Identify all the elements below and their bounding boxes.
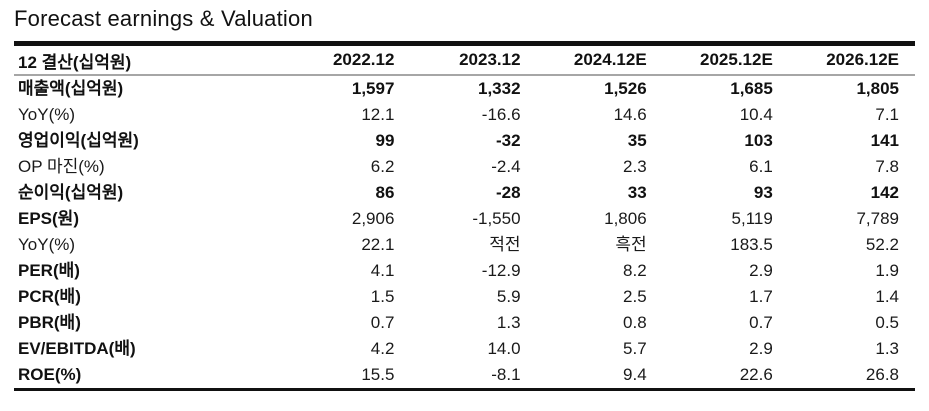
row-label: ROE(%)	[18, 365, 82, 384]
cell-value: 86	[375, 183, 395, 202]
cell-value: 1.7	[749, 287, 773, 306]
cell-value: 2.5	[623, 287, 647, 306]
header-metric-label: 12 결산(십억원)	[14, 43, 285, 76]
table-header-row: 12 결산(십억원) 2022.12 2023.12 2024.12E 2025…	[14, 43, 915, 76]
cell-value: 1,597	[351, 79, 395, 98]
row-label: 영업이익(십억원)	[18, 131, 139, 150]
cell-value: 1,332	[478, 79, 521, 98]
cell-value: 7,789	[856, 209, 899, 228]
cell-value: 적전	[489, 235, 521, 254]
table-row: ROE(%) 15.5 -8.1 9.4 22.6 26.8	[14, 362, 915, 390]
table-row: 매출액(십억원) 1,597 1,332 1,526 1,685 1,805	[14, 75, 915, 102]
row-label: YoY(%)	[18, 235, 76, 254]
cell-value: 4.1	[370, 261, 395, 280]
cell-value: 1.3	[496, 313, 521, 332]
cell-value: 1,526	[604, 79, 647, 98]
cell-value: 5.9	[496, 287, 521, 306]
header-col-2022-12: 2022.12	[284, 43, 411, 76]
row-label: EV/EBITDA(배)	[18, 339, 136, 358]
cell-value: 14.0	[487, 339, 521, 358]
cell-value: -28	[495, 183, 521, 202]
table-row: OP 마진(%) 6.2 -2.4 2.3 6.1 7.8	[14, 154, 915, 180]
header-col-2024-12e: 2024.12E	[536, 43, 663, 76]
header-col-2026-12e: 2026.12E	[788, 43, 915, 76]
cell-value: 103	[744, 131, 773, 150]
report-page: Forecast earnings & Valuation 12 결산(십억원)…	[14, 6, 915, 391]
cell-value: 99	[375, 131, 395, 150]
cell-value: 0.7	[749, 313, 773, 332]
cell-value: 6.2	[370, 157, 395, 176]
cell-value: 15.5	[361, 365, 395, 384]
table-row: 영업이익(십억원) 99 -32 35 103 141	[14, 128, 915, 154]
cell-value: 2,906	[351, 209, 395, 228]
cell-value: 1.4	[875, 287, 899, 306]
table-row: PER(배) 4.1 -12.9 8.2 2.9 1.9	[14, 258, 915, 284]
row-label: OP 마진(%)	[18, 157, 105, 176]
table-row: YoY(%) 22.1 적전 흑전 183.5 52.2	[14, 232, 915, 258]
table-row: EPS(원) 2,906 -1,550 1,806 5,119 7,789	[14, 206, 915, 232]
cell-value: 142	[870, 183, 899, 202]
cell-value: -16.6	[481, 105, 521, 124]
cell-value: 4.2	[370, 339, 395, 358]
cell-value: 1.9	[875, 261, 899, 280]
cell-value: 9.4	[623, 365, 647, 384]
cell-value: 93	[753, 183, 773, 202]
table-row: YoY(%) 12.1 -16.6 14.6 10.4 7.1	[14, 102, 915, 128]
cell-value: 141	[870, 131, 899, 150]
row-label: YoY(%)	[18, 105, 76, 124]
page-title: Forecast earnings & Valuation	[14, 6, 313, 31]
table-row: EV/EBITDA(배) 4.2 14.0 5.7 2.9 1.3	[14, 336, 915, 362]
row-label: PBR(배)	[18, 313, 81, 332]
cell-value: 8.2	[623, 261, 647, 280]
cell-value: 1,685	[730, 79, 773, 98]
cell-value: 5,119	[731, 209, 773, 228]
cell-value: 14.6	[613, 105, 647, 124]
row-label: EPS(원)	[18, 209, 79, 228]
cell-value: -12.9	[481, 261, 521, 280]
cell-value: 2.9	[749, 261, 773, 280]
row-label: 순이익(십억원)	[18, 183, 124, 202]
table-row: 순이익(십억원) 86 -28 33 93 142	[14, 180, 915, 206]
cell-value: -1,550	[472, 209, 521, 228]
cell-value: 7.1	[875, 105, 899, 124]
header-col-2025-12e: 2025.12E	[662, 43, 789, 76]
cell-value: 흑전	[615, 235, 647, 254]
cell-value: 0.8	[623, 313, 647, 332]
cell-value: 7.8	[875, 157, 899, 176]
cell-value: 52.2	[865, 235, 899, 254]
cell-value: -2.4	[491, 157, 521, 176]
cell-value: 22.1	[361, 235, 395, 254]
earnings-valuation-table: 12 결산(십억원) 2022.12 2023.12 2024.12E 2025…	[14, 41, 915, 391]
cell-value: -8.1	[491, 365, 521, 384]
table-row: PCR(배) 1.5 5.9 2.5 1.7 1.4	[14, 284, 915, 310]
cell-value: 12.1	[361, 105, 395, 124]
cell-value: 2.9	[749, 339, 773, 358]
cell-value: 6.1	[749, 157, 773, 176]
cell-value: 1.3	[875, 339, 899, 358]
cell-value: 26.8	[865, 365, 899, 384]
cell-value: 1.5	[370, 287, 395, 306]
cell-value: 22.6	[739, 365, 773, 384]
cell-value: 0.7	[370, 313, 395, 332]
table-body: 매출액(십억원) 1,597 1,332 1,526 1,685 1,805 YoY(%) 1…	[14, 75, 915, 390]
cell-value: 0.5	[875, 313, 899, 332]
cell-value: 1,806	[604, 209, 647, 228]
cell-value: -32	[495, 131, 521, 150]
row-label: PER(배)	[18, 261, 80, 280]
row-label: 매출액(십억원)	[18, 79, 124, 98]
cell-value: 10.4	[739, 105, 773, 124]
table-row: PBR(배) 0.7 1.3 0.8 0.7 0.5	[14, 310, 915, 336]
cell-value: 35	[627, 131, 647, 150]
row-label: PCR(배)	[18, 287, 81, 306]
cell-value: 5.7	[623, 339, 647, 358]
cell-value: 2.3	[623, 157, 647, 176]
cell-value: 1,805	[856, 79, 899, 98]
header-col-2023-12: 2023.12	[410, 43, 537, 76]
cell-value: 33	[627, 183, 647, 202]
cell-value: 183.5	[730, 235, 773, 254]
